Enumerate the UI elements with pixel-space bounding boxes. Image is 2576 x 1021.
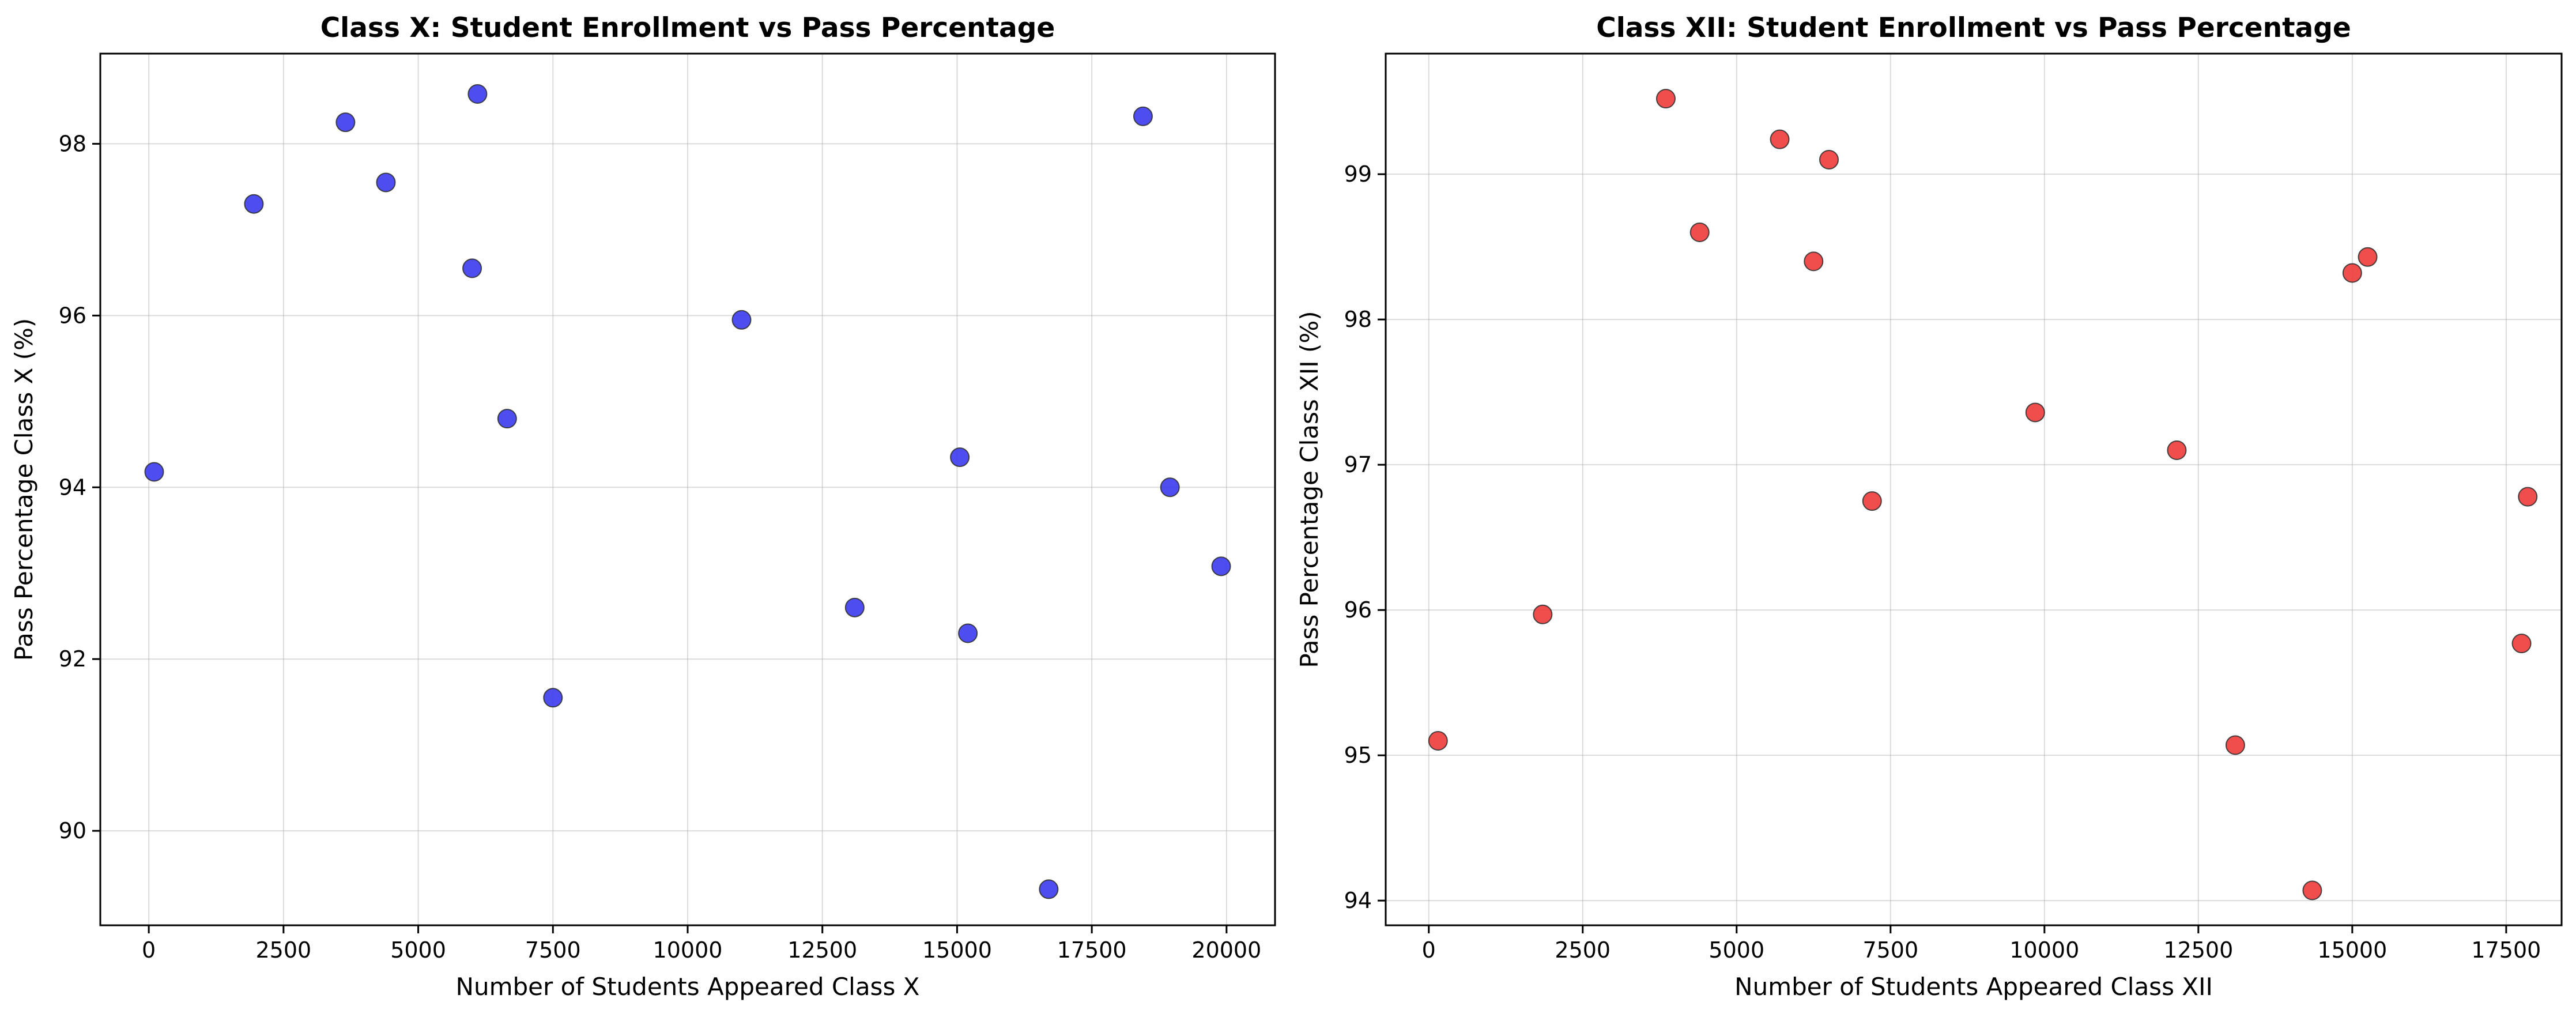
- scatter-point: [2225, 735, 2245, 755]
- scatter-point: [376, 172, 396, 193]
- x-axis-label: Number of Students Appeared Class XII: [1734, 973, 2213, 1001]
- scatter-point: [1819, 149, 1839, 169]
- scatter-point: [2511, 634, 2532, 654]
- x-tick-label: 12500: [787, 937, 857, 963]
- scatter-point: [335, 112, 356, 133]
- scatter-point: [543, 688, 563, 708]
- x-tick-label: 12500: [2163, 937, 2233, 963]
- scatter-point: [467, 84, 488, 104]
- x-tick-label: 2500: [255, 937, 311, 963]
- y-tick-label: 94: [59, 474, 86, 500]
- scatter-point: [1862, 491, 1882, 511]
- scatter-point: [950, 447, 970, 468]
- scatter-point: [462, 258, 482, 278]
- scatter-point: [731, 310, 752, 330]
- scatter-point: [2518, 487, 2538, 507]
- scatter-point: [2358, 247, 2378, 267]
- scatter-point: [1133, 106, 1153, 126]
- grid-lines: [1386, 54, 2562, 925]
- x-tick-label: 5000: [1708, 937, 1764, 963]
- x-tick-label: 20000: [1191, 937, 1261, 963]
- x-tick-label: 15000: [922, 937, 992, 963]
- x-tick-label: 10000: [653, 937, 723, 963]
- scatter-point: [1428, 730, 1448, 751]
- x-tick-label: 5000: [390, 937, 446, 963]
- scatter-point: [1804, 251, 1824, 272]
- x-tick-label: 7500: [525, 937, 581, 963]
- x-tick-label: 15000: [2317, 937, 2387, 963]
- y-tick-label: 96: [1344, 597, 1372, 623]
- y-tick-label: 96: [59, 303, 86, 328]
- scatter-point: [1160, 477, 1180, 498]
- chart-title: Class XII: Student Enrollment vs Pass Pe…: [1596, 12, 2351, 44]
- class-xii-scatter-panel: Class XII: Student Enrollment vs Pass Pe…: [1295, 12, 2563, 1001]
- scatter-point: [144, 462, 164, 482]
- scatter-point: [2342, 263, 2362, 283]
- y-tick-label: 90: [59, 818, 86, 843]
- scatter-point: [2302, 880, 2322, 901]
- scatter-point: [958, 623, 978, 643]
- scatter-point: [1533, 604, 1553, 624]
- scatter-point: [497, 409, 517, 429]
- plot-frame: [1385, 52, 2563, 926]
- scatter-point: [1655, 89, 1676, 109]
- x-tick-label: 10000: [2009, 937, 2079, 963]
- plot-frame: [99, 52, 1276, 926]
- scatter-point: [1689, 222, 1710, 242]
- x-tick-label: 2500: [1555, 937, 1611, 963]
- y-tick-label: 94: [1344, 888, 1372, 913]
- x-tick-label: 17500: [1057, 937, 1127, 963]
- scatter-point: [2025, 402, 2045, 423]
- scatter-point: [1211, 556, 1231, 577]
- scatter-point: [2167, 440, 2187, 460]
- scatter-point: [844, 597, 865, 617]
- y-tick-label: 95: [1344, 743, 1372, 768]
- y-tick-label: 99: [1344, 161, 1372, 187]
- chart-title: Class X: Student Enrollment vs Pass Perc…: [320, 12, 1055, 44]
- x-tick-label: 0: [1422, 937, 1436, 963]
- x-tick-label: 17500: [2471, 937, 2541, 963]
- x-axis-label: Number of Students Appeared Class X: [456, 973, 920, 1001]
- scatter-point: [1770, 129, 1790, 149]
- x-tick-label: 7500: [1862, 937, 1918, 963]
- grid-lines: [100, 54, 1275, 925]
- scatter-point: [244, 194, 264, 214]
- y-axis-label: Pass Percentage Class XII (%): [1295, 311, 1323, 668]
- y-axis-label: Pass Percentage Class X (%): [10, 318, 38, 661]
- y-tick-label: 92: [59, 646, 86, 672]
- class-x-scatter-panel: Class X: Student Enrollment vs Pass Perc…: [10, 12, 1276, 1001]
- y-tick-label: 97: [1344, 452, 1372, 477]
- x-tick-label: 0: [142, 937, 156, 963]
- y-tick-label: 98: [1344, 307, 1372, 332]
- scatter-point: [1039, 879, 1059, 899]
- y-tick-label: 98: [59, 131, 86, 156]
